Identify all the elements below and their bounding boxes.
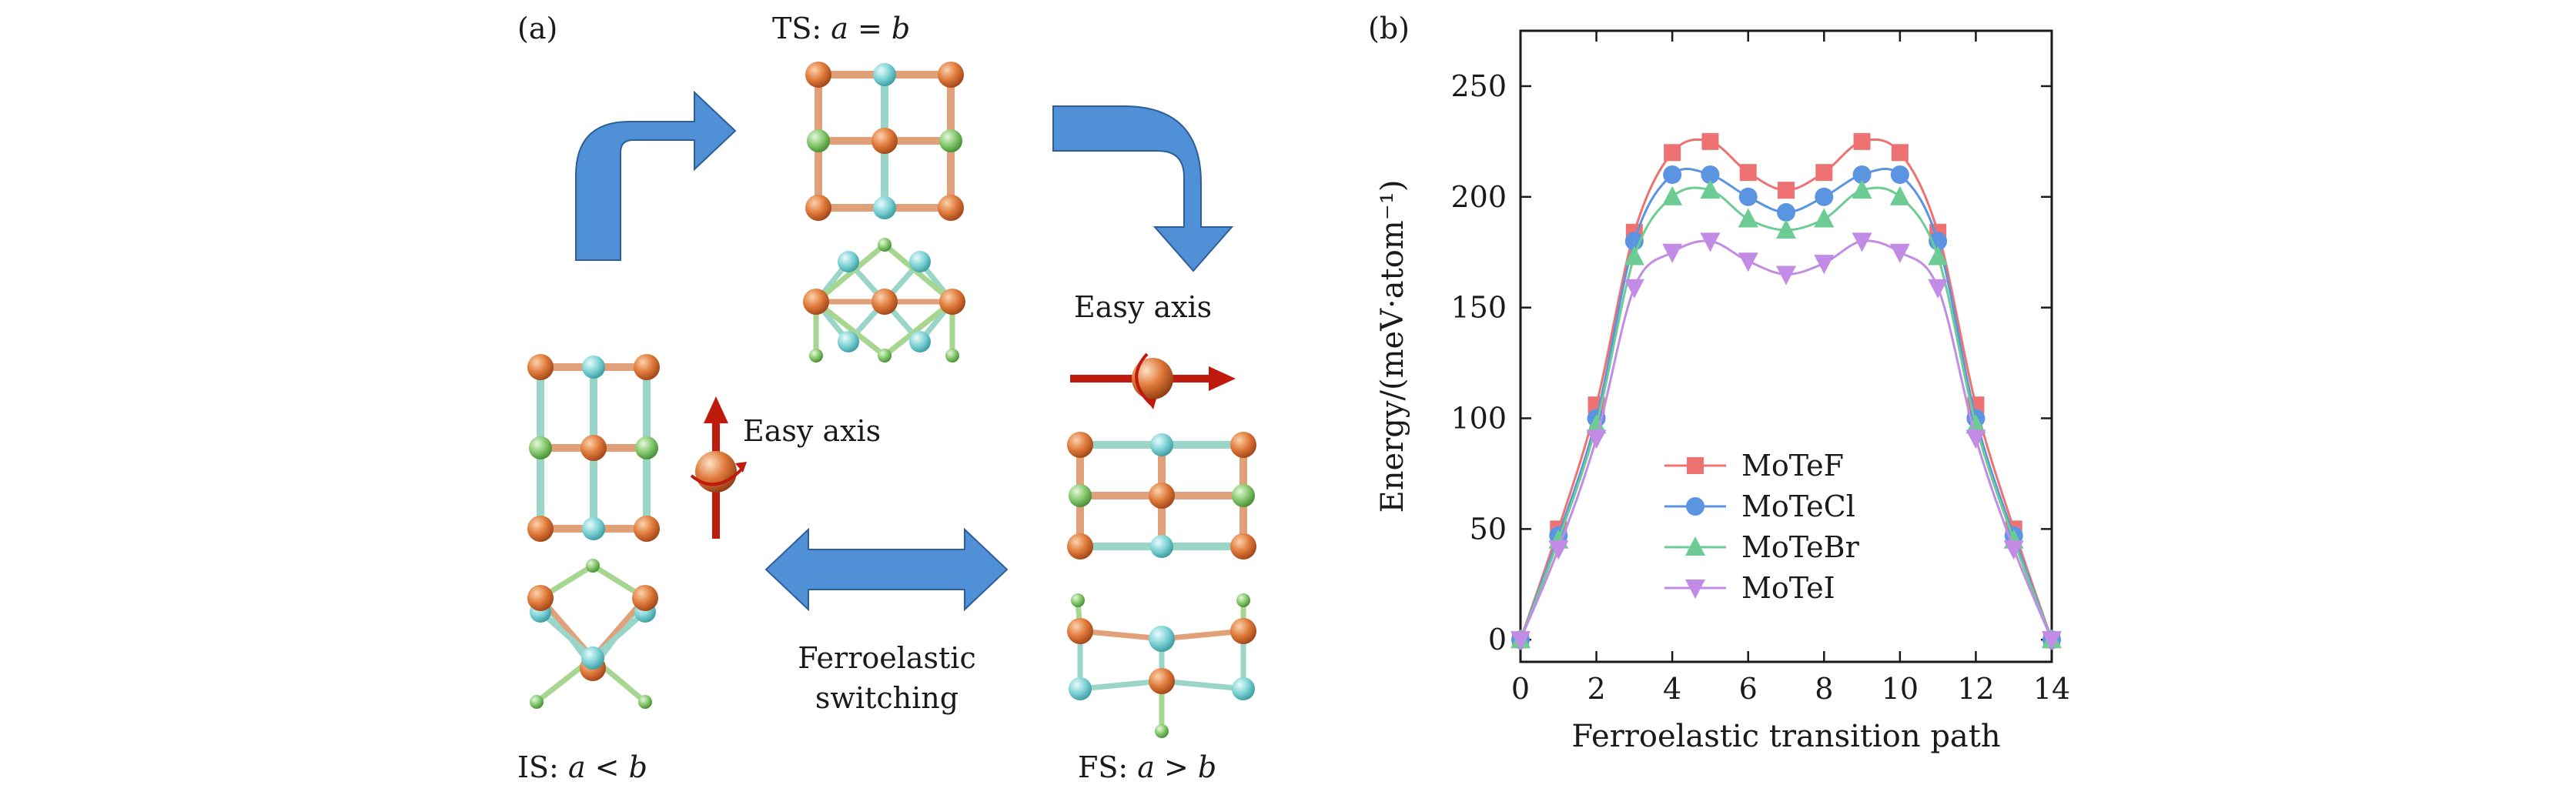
data-point <box>1738 187 1758 206</box>
x-tick-label: 14 <box>2033 672 2070 706</box>
data-point <box>1852 165 1872 185</box>
legend-label: MoTeI <box>1741 571 1835 605</box>
data-point <box>1624 279 1644 299</box>
data-point <box>1890 165 1909 185</box>
series-motei <box>1510 232 2062 651</box>
ts-label: TS: a = b <box>772 12 910 45</box>
y-tick-label: 200 <box>1450 180 1507 214</box>
panel-a-label: (a) <box>517 12 557 45</box>
data-point <box>1664 144 1681 162</box>
data-point <box>1776 266 1796 286</box>
legend-marker <box>1685 536 1705 556</box>
data-point <box>1701 165 1720 185</box>
data-point <box>1965 414 1986 434</box>
data-point <box>1510 631 1531 651</box>
x-tick-label: 0 <box>1511 672 1530 706</box>
data-point <box>1663 165 1682 185</box>
legend-label: MoTeCl <box>1741 489 1855 523</box>
data-point <box>1624 246 1644 266</box>
spin-vertical-icon <box>690 396 747 539</box>
data-point <box>1700 232 1721 252</box>
panel-b-label: (b) <box>1368 12 1410 45</box>
data-point <box>1662 243 1683 263</box>
data-point <box>1700 179 1721 199</box>
x-tick-label: 12 <box>1957 672 1994 706</box>
spin-horizontal-icon <box>1070 352 1236 409</box>
x-tick-label: 8 <box>1815 672 1833 706</box>
data-point <box>1778 182 1795 199</box>
data-point <box>1814 208 1835 228</box>
x-tick-label: 10 <box>1882 672 1919 706</box>
plot-frame <box>1519 29 2053 663</box>
is-label: IS: a < b <box>517 750 647 784</box>
panel-a-schematic: (a) TS: a = b IS: a < b FS: a > b Ferroe… <box>517 12 1256 784</box>
data-point <box>1739 164 1757 182</box>
data-point <box>2042 631 2062 651</box>
data-point <box>1852 232 1872 252</box>
data-point <box>1662 185 1683 205</box>
data-point <box>1965 429 1986 449</box>
easy-axis-right-label: Easy axis <box>1074 290 1212 324</box>
y-tick-label: 250 <box>1450 69 1507 103</box>
data-point <box>1928 246 1949 266</box>
fs-side-view <box>1067 593 1256 738</box>
curved-arrow-down-right-icon <box>1052 105 1234 272</box>
data-point <box>1814 255 1835 275</box>
y-tick-label: 150 <box>1450 291 1507 325</box>
x-tick-label: 4 <box>1663 672 1681 706</box>
data-point <box>1548 540 1569 560</box>
fs-label: FS: a > b <box>1078 750 1216 784</box>
legend-marker <box>1686 497 1705 516</box>
data-point <box>1586 429 1607 449</box>
x-tick-label: 6 <box>1739 672 1758 706</box>
double-arrow-icon <box>764 527 1009 612</box>
data-point <box>2003 540 2024 560</box>
easy-axis-left-label: Easy axis <box>743 414 881 448</box>
data-point <box>1891 144 1909 162</box>
y-tick-label: 50 <box>1470 512 1507 546</box>
series-motebr <box>1510 179 2062 649</box>
data-point <box>1889 185 1910 205</box>
legend-entry: MoTeBr <box>1664 530 1860 564</box>
series-line <box>1519 167 2053 640</box>
data-point <box>1928 279 1949 299</box>
y-tick-label: 0 <box>1488 623 1507 656</box>
legend-marker <box>1687 457 1704 474</box>
is-side-view <box>527 559 658 709</box>
x-axis-label: Ferroelastic transition path <box>1571 719 2000 754</box>
legend-entry: MoTeI <box>1664 571 1835 605</box>
fs-top-view <box>1067 432 1256 560</box>
data-point <box>1815 164 1833 182</box>
y-tick-label: 100 <box>1450 402 1507 436</box>
switching-label-line1: Ferroelastic <box>798 641 976 675</box>
ts-top-view <box>805 62 964 221</box>
legend-entry: MoTeCl <box>1664 489 1855 523</box>
data-point <box>1889 243 1910 263</box>
is-top-view <box>527 354 660 542</box>
curved-arrow-up-right-icon <box>575 90 737 261</box>
data-point <box>1852 179 1872 199</box>
data-point <box>1701 132 1719 150</box>
data-point <box>1776 219 1796 239</box>
x-tick-label: 2 <box>1587 672 1605 706</box>
legend-marker <box>1685 580 1705 599</box>
ts-side-view <box>803 238 965 362</box>
data-point <box>1586 414 1607 434</box>
switching-label-line2: switching <box>815 681 958 715</box>
data-point <box>1738 208 1758 228</box>
data-point <box>1738 252 1758 272</box>
data-point <box>1777 202 1795 222</box>
data-point <box>1815 187 1834 206</box>
data-point <box>1853 132 1871 150</box>
y-axis-label: Energy/(meV·atom⁻¹) <box>1375 180 1410 513</box>
legend-label: MoTeF <box>1741 449 1844 483</box>
legend-entry: MoTeF <box>1664 449 1844 483</box>
legend-label: MoTeBr <box>1741 530 1860 564</box>
